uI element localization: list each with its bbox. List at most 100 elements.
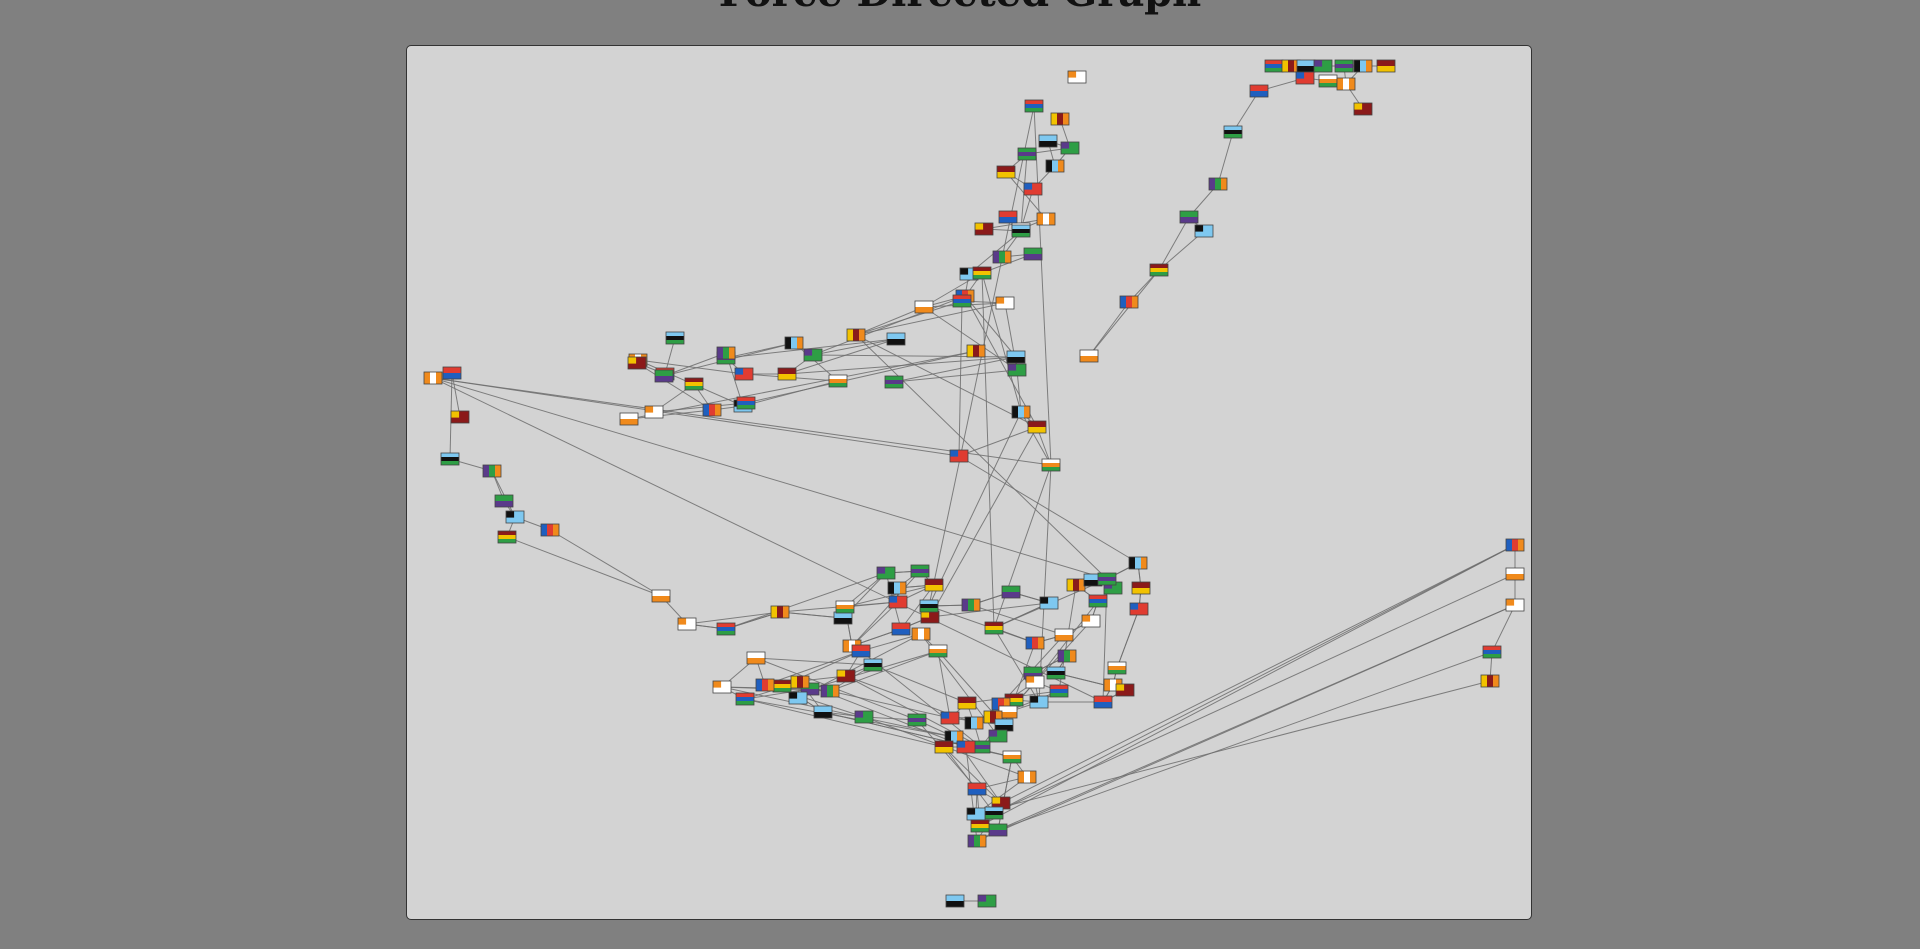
- flag-node[interactable]: [988, 823, 1008, 837]
- flag-node[interactable]: [1149, 263, 1169, 277]
- flag-node[interactable]: [835, 600, 855, 614]
- flag-node[interactable]: [1353, 59, 1373, 73]
- flag-node[interactable]: [1046, 666, 1066, 680]
- flag-node[interactable]: [884, 375, 904, 389]
- flag-node[interactable]: [1128, 556, 1148, 570]
- flag-node[interactable]: [684, 377, 704, 391]
- flag-node[interactable]: [702, 403, 722, 417]
- flag-node[interactable]: [1194, 224, 1214, 238]
- flag-node[interactable]: [957, 696, 977, 710]
- flag-node[interactable]: [712, 680, 732, 694]
- flag-node[interactable]: [497, 530, 517, 544]
- flag-node[interactable]: [952, 294, 972, 308]
- flag-node[interactable]: [1007, 363, 1027, 377]
- flag-node[interactable]: [1050, 112, 1070, 126]
- flag-node[interactable]: [934, 740, 954, 754]
- flag-node[interactable]: [1223, 125, 1243, 139]
- flag-node[interactable]: [863, 658, 883, 672]
- flag-node[interactable]: [996, 165, 1016, 179]
- flag-node[interactable]: [1334, 59, 1354, 73]
- flag-node[interactable]: [956, 740, 976, 754]
- flag-node[interactable]: [1505, 598, 1525, 612]
- flag-node[interactable]: [983, 710, 1003, 724]
- flag-node[interactable]: [1045, 159, 1065, 173]
- flag-node[interactable]: [770, 605, 790, 619]
- flag-node[interactable]: [440, 452, 460, 466]
- flag-node[interactable]: [851, 644, 871, 658]
- flag-node[interactable]: [627, 356, 647, 370]
- flag-node[interactable]: [1067, 70, 1087, 84]
- flag-node[interactable]: [803, 348, 823, 362]
- flag-node[interactable]: [1002, 750, 1022, 764]
- flag-node[interactable]: [1107, 661, 1127, 675]
- flag-node[interactable]: [1088, 594, 1108, 608]
- flag-node[interactable]: [1482, 645, 1502, 659]
- flag-node[interactable]: [1376, 59, 1396, 73]
- flag-node[interactable]: [716, 622, 736, 636]
- flag-node[interactable]: [677, 617, 697, 631]
- flag-node[interactable]: [1025, 636, 1045, 650]
- flag-node[interactable]: [992, 250, 1012, 264]
- flag-node[interactable]: [716, 346, 736, 360]
- flag-node[interactable]: [1353, 102, 1373, 116]
- flag-node[interactable]: [1023, 182, 1043, 196]
- flag-node[interactable]: [966, 807, 986, 821]
- flag-node[interactable]: [784, 336, 804, 350]
- flag-node[interactable]: [972, 266, 992, 280]
- flag-node[interactable]: [813, 705, 833, 719]
- flag-node[interactable]: [450, 410, 470, 424]
- flag-node[interactable]: [998, 210, 1018, 224]
- flag-node[interactable]: [1054, 628, 1074, 642]
- flag-node[interactable]: [1017, 770, 1037, 784]
- flag-node[interactable]: [940, 711, 960, 725]
- flag-node[interactable]: [888, 595, 908, 609]
- flag-node[interactable]: [788, 691, 808, 705]
- flag-node[interactable]: [920, 610, 940, 624]
- flag-node[interactable]: [423, 371, 443, 385]
- flag-node[interactable]: [736, 396, 756, 410]
- flag-node[interactable]: [494, 494, 514, 508]
- flag-node[interactable]: [619, 412, 639, 426]
- flag-node[interactable]: [1093, 695, 1113, 709]
- flag-node[interactable]: [914, 300, 934, 314]
- flag-node[interactable]: [746, 651, 766, 665]
- flag-node[interactable]: [1115, 683, 1135, 697]
- flag-node[interactable]: [1066, 578, 1086, 592]
- flag-node[interactable]: [886, 332, 906, 346]
- flag-node[interactable]: [644, 405, 664, 419]
- flag-node[interactable]: [442, 366, 462, 380]
- flag-node[interactable]: [777, 367, 797, 381]
- flag-node[interactable]: [651, 589, 671, 603]
- flag-node[interactable]: [1179, 210, 1199, 224]
- flag-node[interactable]: [966, 344, 986, 358]
- flag-node[interactable]: [1119, 295, 1139, 309]
- flag-node[interactable]: [828, 374, 848, 388]
- flag-node[interactable]: [984, 806, 1004, 820]
- flag-node[interactable]: [1318, 74, 1338, 88]
- flag-node[interactable]: [907, 713, 927, 727]
- flag-node[interactable]: [1029, 695, 1049, 709]
- flag-node[interactable]: [994, 718, 1014, 732]
- flag-node[interactable]: [1011, 224, 1031, 238]
- flag-node[interactable]: [944, 730, 964, 744]
- flag-node[interactable]: [665, 331, 685, 345]
- flag-node[interactable]: [995, 296, 1015, 310]
- flag-node[interactable]: [1249, 84, 1269, 98]
- flag-node[interactable]: [949, 449, 969, 463]
- flag-node[interactable]: [1295, 71, 1315, 85]
- flag-node[interactable]: [1079, 349, 1099, 363]
- flag-node[interactable]: [1024, 99, 1044, 113]
- flag-node[interactable]: [1057, 649, 1077, 663]
- flag-node[interactable]: [790, 675, 810, 689]
- flag-node[interactable]: [1081, 614, 1101, 628]
- flag-node[interactable]: [755, 678, 775, 692]
- flag-node[interactable]: [1036, 212, 1056, 226]
- flag-node[interactable]: [654, 369, 674, 383]
- flag-node[interactable]: [1296, 59, 1316, 73]
- flag-node[interactable]: [1097, 572, 1117, 586]
- flag-node[interactable]: [911, 627, 931, 641]
- flag-node[interactable]: [1017, 147, 1037, 161]
- flag-node[interactable]: [1208, 177, 1228, 191]
- flag-node[interactable]: [735, 692, 755, 706]
- flag-node[interactable]: [928, 644, 948, 658]
